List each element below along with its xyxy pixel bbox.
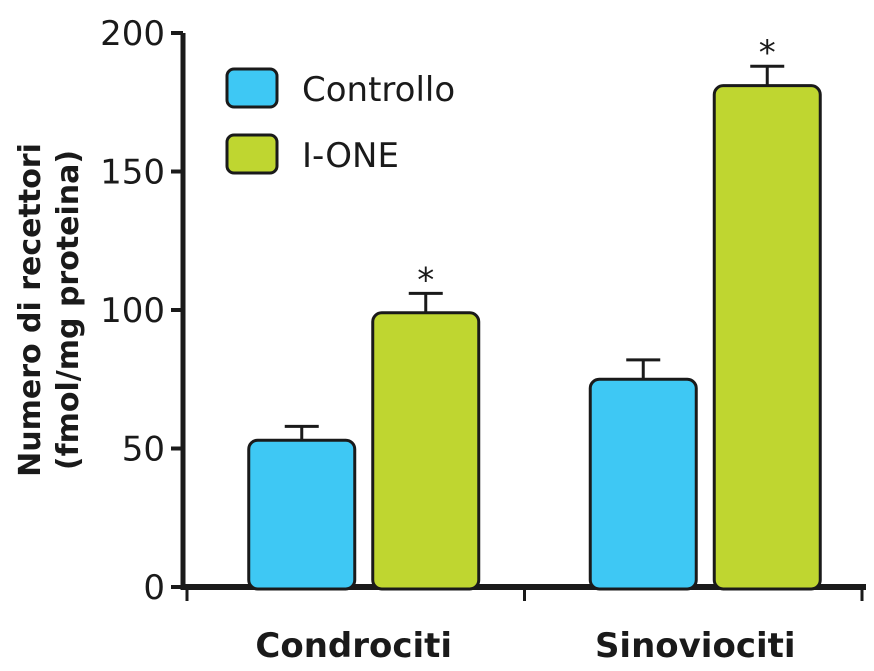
bar-Controllo-Sinoviociti (588, 377, 698, 591)
legend-label-I-ONE: I-ONE (302, 136, 399, 176)
y-axis-title-line1: Numero di recettori (13, 143, 48, 477)
y-tick-label-150: 150 (100, 153, 165, 193)
significance-marker-I-ONE-Sinoviociti: * (759, 33, 776, 73)
y-tick-label-200: 200 (100, 14, 165, 54)
bar-I-ONE-Condrociti (371, 311, 481, 591)
legend-swatch-Controllo (225, 67, 279, 109)
y-tick-label-50: 50 (122, 430, 165, 470)
bar-I-ONE-Sinoviociti (712, 84, 822, 591)
category-label-Sinoviociti: Sinoviociti (595, 626, 796, 666)
legend-label-Controllo: Controllo (302, 70, 455, 110)
bars: ** (247, 33, 822, 591)
category-label-Condrociti: Condrociti (255, 626, 452, 666)
y-tick-label-100: 100 (100, 291, 165, 331)
significance-marker-I-ONE-Condrociti: * (417, 260, 434, 300)
legend: Controllo I-ONE (225, 67, 455, 176)
bar-Controllo-Condrociti (247, 438, 357, 591)
y-axis-title: Numero di recettori (fmol/mg proteina) (13, 143, 86, 477)
legend-swatch-I-ONE (225, 133, 279, 175)
y-axis-title-line2: (fmol/mg proteina) (51, 150, 86, 470)
y-tick-label-0: 0 (143, 568, 165, 608)
